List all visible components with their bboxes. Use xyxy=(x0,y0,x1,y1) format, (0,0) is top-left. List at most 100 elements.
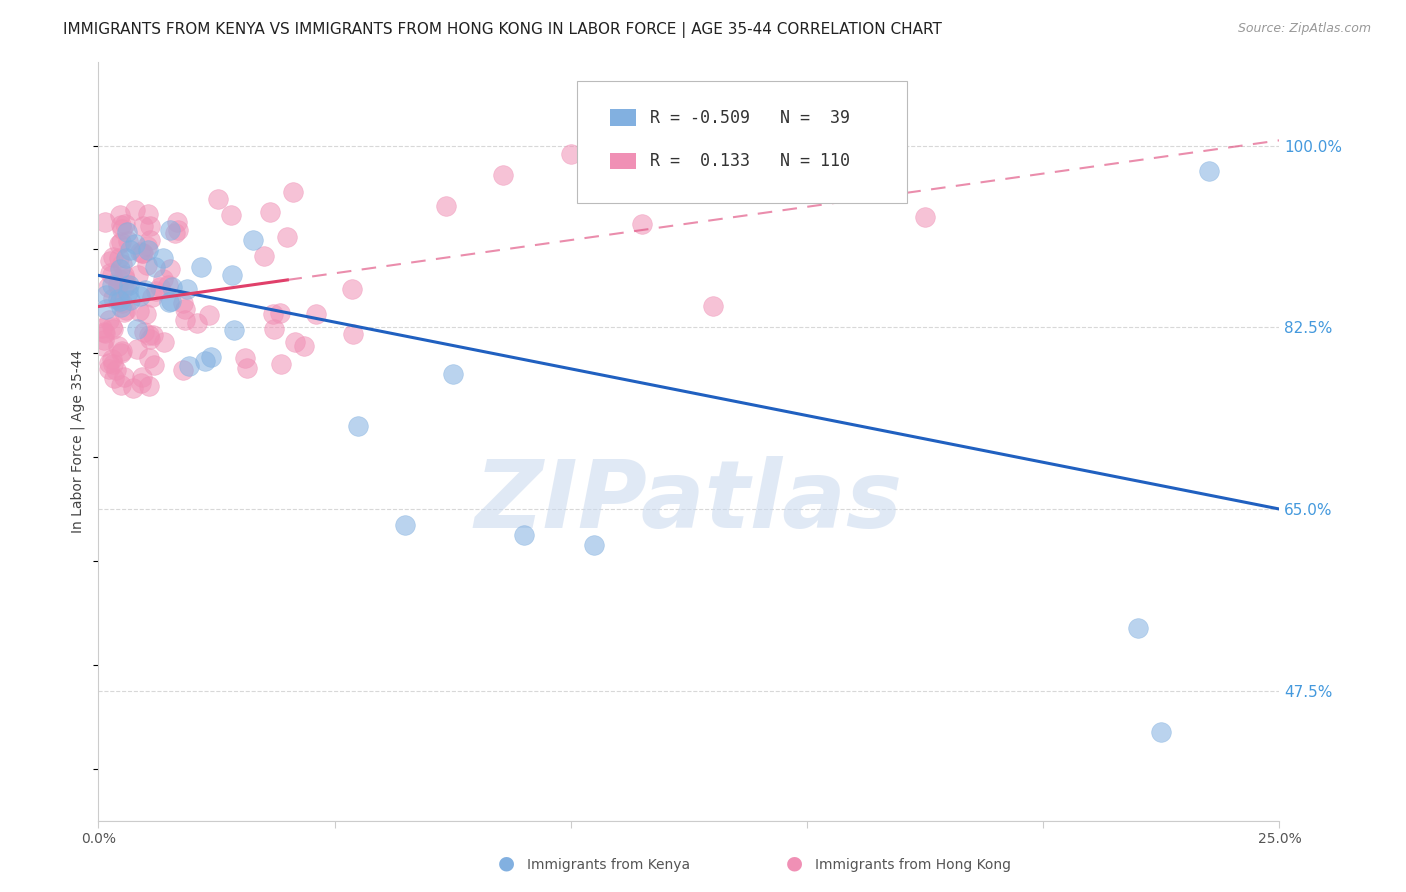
Point xyxy=(194,354,217,368)
Point xyxy=(305,307,328,321)
Point xyxy=(125,322,148,336)
Point xyxy=(111,256,134,270)
Point xyxy=(101,251,124,265)
Point xyxy=(108,262,131,277)
Point xyxy=(276,229,298,244)
Text: R =  0.133   N = 110: R = 0.133 N = 110 xyxy=(650,152,851,170)
Point xyxy=(112,369,135,384)
Point xyxy=(177,359,200,373)
Point xyxy=(1126,622,1149,636)
Point xyxy=(253,249,276,263)
Point xyxy=(103,371,125,385)
Point xyxy=(90,321,112,335)
Point xyxy=(259,205,281,219)
Point xyxy=(172,362,194,376)
Point xyxy=(143,358,166,372)
Text: ZIPatlas: ZIPatlas xyxy=(475,456,903,549)
Point xyxy=(94,326,117,340)
Point xyxy=(118,293,141,308)
Point xyxy=(139,332,162,346)
Text: R = -0.509   N =  39: R = -0.509 N = 39 xyxy=(650,109,851,127)
Point xyxy=(347,419,370,434)
Point xyxy=(107,272,129,286)
Point xyxy=(219,208,242,222)
Point xyxy=(166,215,188,229)
Point xyxy=(138,327,160,342)
Point xyxy=(159,262,181,277)
Point xyxy=(100,320,122,334)
Point xyxy=(263,322,285,336)
Point xyxy=(263,307,285,321)
Point xyxy=(93,215,115,229)
Point xyxy=(94,288,117,302)
Text: Immigrants from Kenya: Immigrants from Kenya xyxy=(527,858,690,872)
Point xyxy=(124,202,146,217)
Point xyxy=(101,322,124,336)
Text: ●: ● xyxy=(786,854,803,872)
Point xyxy=(236,361,259,376)
Point xyxy=(129,289,152,303)
Point xyxy=(145,284,167,298)
Point xyxy=(107,277,129,292)
Point xyxy=(124,236,146,251)
FancyBboxPatch shape xyxy=(610,153,636,169)
Point xyxy=(138,379,160,393)
Point xyxy=(112,281,135,295)
Point xyxy=(1198,164,1220,178)
Point xyxy=(97,355,120,369)
Point xyxy=(172,295,194,310)
Point xyxy=(153,335,176,350)
Point xyxy=(441,367,464,381)
Point xyxy=(197,308,219,322)
Point xyxy=(207,192,229,206)
Point xyxy=(107,279,129,293)
Point xyxy=(115,225,138,239)
Text: Source: ZipAtlas.com: Source: ZipAtlas.com xyxy=(1237,22,1371,36)
Point xyxy=(98,253,121,268)
Point xyxy=(242,233,264,247)
Point xyxy=(270,358,292,372)
Point xyxy=(108,293,131,307)
Point xyxy=(138,351,160,365)
Point xyxy=(110,378,132,392)
Point xyxy=(132,219,155,234)
Point xyxy=(98,266,121,280)
FancyBboxPatch shape xyxy=(610,110,636,126)
Point xyxy=(112,268,135,282)
Point xyxy=(138,207,160,221)
Point xyxy=(583,538,606,552)
Point xyxy=(160,279,183,293)
Point xyxy=(269,306,291,320)
Point xyxy=(114,302,136,317)
Point xyxy=(281,185,304,199)
Point xyxy=(914,210,936,224)
Point xyxy=(129,244,152,259)
Point xyxy=(101,277,124,292)
Point xyxy=(112,305,135,319)
Point xyxy=(186,316,208,330)
Point xyxy=(233,351,256,365)
Point xyxy=(110,235,132,249)
Point xyxy=(118,277,141,292)
Point xyxy=(136,239,159,253)
Point xyxy=(143,260,166,274)
Point xyxy=(491,168,513,182)
Point xyxy=(110,346,132,360)
Point xyxy=(108,293,131,308)
Point xyxy=(107,292,129,306)
Point xyxy=(98,361,121,376)
Point xyxy=(114,271,136,285)
Point xyxy=(128,304,150,318)
Point xyxy=(149,280,172,294)
Point xyxy=(94,302,117,317)
Point xyxy=(630,218,652,232)
Point xyxy=(284,334,307,349)
Point xyxy=(117,285,139,299)
Point xyxy=(122,381,145,395)
Point xyxy=(152,251,174,265)
Point xyxy=(97,280,120,294)
Point xyxy=(132,245,155,260)
FancyBboxPatch shape xyxy=(576,81,907,202)
Point xyxy=(221,268,243,283)
Point xyxy=(101,268,124,283)
